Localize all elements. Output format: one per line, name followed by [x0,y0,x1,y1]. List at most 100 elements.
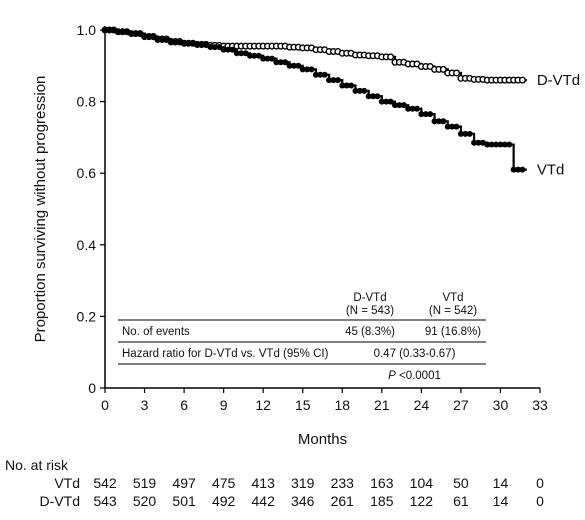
data-point [242,50,249,57]
data-point [343,82,350,89]
data-point [194,42,201,49]
data-point [255,52,262,59]
data-point [268,55,275,62]
at-risk-row-label: D-VTd [40,493,80,509]
at-risk-value: 543 [93,493,117,509]
data-point [374,93,381,100]
at-risk-value: 233 [331,475,355,491]
annotation-table: D-VTd(N = 543) VTd(N = 542) No. of events 4… [118,292,486,382]
at-risk-value: 61 [453,493,469,509]
data-point [348,82,355,89]
x-tick-label: 24 [414,397,430,413]
data-point [211,44,218,51]
data-point [501,141,508,148]
data-point [449,123,456,130]
series-layer: D-VTd VTd [101,26,580,179]
at-risk-value: 413 [252,475,276,491]
table-header-name: VTd [442,292,463,304]
table-header-n: (N = 542) [429,305,477,317]
data-point [145,34,152,41]
data-point [471,139,478,146]
data-point [128,30,135,37]
table-cell: 45 (8.3%) [345,326,395,338]
at-risk-value: 346 [291,493,315,509]
data-point [207,44,214,51]
data-point [475,139,482,146]
data-point [352,87,359,94]
data-point [497,141,504,148]
data-point [444,123,451,130]
p-value: P <0.0001 [388,370,441,382]
data-point [299,66,306,73]
data-point [378,98,385,105]
x-tick-label: 0 [101,397,109,413]
data-point [304,66,311,73]
y-tick-label: 0.6 [77,165,97,181]
data-point [334,77,341,84]
x-tick-label: 21 [374,397,390,413]
data-point [515,166,522,173]
data-point [132,30,139,37]
data-point [308,66,315,73]
at-risk-value: 261 [331,493,355,509]
x-tick-label: 30 [493,397,509,413]
data-point [400,102,407,109]
at-risk-value: 542 [93,475,117,491]
data-point [506,141,513,148]
data-point [519,166,526,173]
at-risk-value: 501 [172,493,196,509]
data-point [233,50,240,57]
at-risk-value: 0 [536,475,544,491]
data-point [466,130,473,137]
at-risk-value: 497 [172,475,196,491]
at-risk-value: 14 [493,475,509,491]
data-point [418,111,425,118]
table-row-label: Hazard ratio for D-VTd vs. VTd (95% CI) [122,348,329,360]
data-point [356,87,363,94]
data-point [150,34,157,41]
at-risk-value: 0 [536,493,544,509]
data-point [488,141,495,148]
table-header-n: (N = 543) [346,305,394,317]
data-point [251,52,258,59]
data-point [312,71,319,78]
data-point [154,37,161,44]
at-risk-value: 519 [133,475,157,491]
x-tick-label: 27 [453,397,469,413]
at-risk-value: 122 [410,493,434,509]
data-point [422,111,429,118]
x-tick-label: 6 [180,397,188,413]
data-point [286,62,293,69]
data-point [229,46,236,53]
data-point [453,69,461,77]
data-point [119,28,126,35]
x-tick-label: 33 [532,397,548,413]
data-point [282,59,289,66]
data-point [427,111,434,118]
data-point [321,71,328,78]
data-point [216,44,223,51]
data-point [484,141,491,148]
data-point [106,27,113,33]
y-tick-label: 0.2 [77,308,97,324]
data-point [370,93,377,100]
data-point [405,105,412,112]
data-point [290,62,297,69]
data-point [439,65,447,73]
data-point [330,77,337,84]
data-point [247,52,253,59]
data-point [396,102,403,109]
at-risk-value: 492 [212,493,236,509]
data-point [453,123,460,130]
data-point [172,39,179,46]
x-tick-label: 15 [295,397,311,413]
data-point [383,98,390,105]
data-point [238,50,245,57]
table-header-name: D-VTd [353,292,386,304]
data-point [339,82,346,89]
data-point [392,102,398,109]
data-point [493,141,500,148]
table-cell: 0.47 (0.33-0.67) [374,348,456,360]
at-risk-value: 185 [370,493,394,509]
y-tick-label: 1.0 [77,22,97,38]
